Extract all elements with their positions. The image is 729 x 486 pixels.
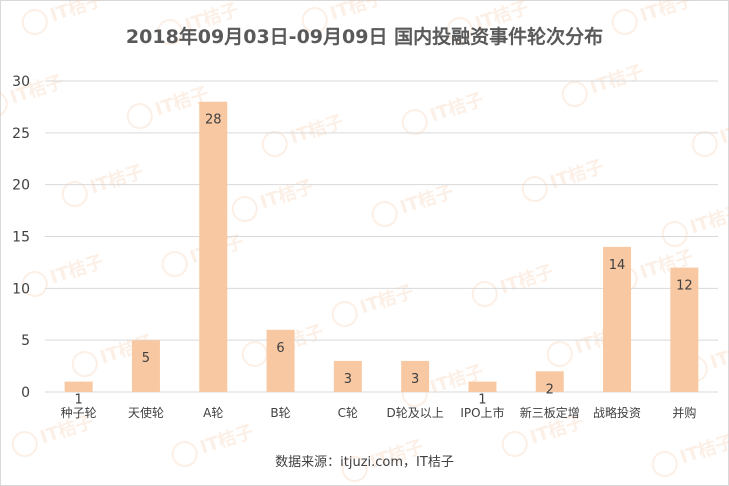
- category-label: 种子轮: [61, 406, 97, 420]
- category-label: 并购: [672, 405, 696, 420]
- chart-title: 2018年09月03日-09月09日 国内投融资事件轮次分布: [125, 26, 604, 48]
- y-tick-label: 25: [12, 126, 30, 142]
- category-label: C轮: [338, 406, 358, 420]
- bar: [535, 371, 564, 392]
- bar: [468, 381, 497, 392]
- category-label: 天使轮: [128, 405, 164, 420]
- category-label: IPO上市: [460, 405, 504, 420]
- data-label: 6: [276, 341, 284, 356]
- source-note: 数据来源：itjuzi.com，IT桔子: [275, 455, 454, 470]
- category-label: D轮及以上: [387, 406, 444, 420]
- category-label: 战略投资: [593, 405, 641, 420]
- data-label: 12: [676, 279, 693, 294]
- y-tick-label: 15: [12, 230, 30, 246]
- data-label: 28: [205, 113, 222, 128]
- category-label: 新三板定增: [520, 405, 580, 420]
- y-tick-label: 30: [12, 74, 30, 90]
- category-label: B轮: [270, 406, 290, 420]
- bar: [670, 267, 699, 392]
- y-tick-label: 20: [12, 178, 30, 194]
- data-label: 3: [344, 372, 352, 387]
- bar: [64, 381, 93, 392]
- data-label: 5: [142, 351, 150, 366]
- category-label: A轮: [203, 406, 223, 420]
- data-label: 2: [546, 382, 554, 397]
- y-tick-label: 5: [21, 333, 30, 349]
- bar: [199, 101, 228, 392]
- y-tick-label: 0: [21, 385, 30, 401]
- data-label: 14: [609, 258, 626, 273]
- bar: [401, 360, 430, 392]
- data-label: 1: [75, 393, 83, 408]
- bar: [266, 329, 295, 392]
- bar: [603, 246, 632, 392]
- data-label: 1: [478, 393, 486, 408]
- bar: [333, 360, 362, 392]
- data-label: 3: [411, 372, 419, 387]
- bar: [131, 340, 160, 392]
- y-tick-label: 10: [12, 281, 30, 297]
